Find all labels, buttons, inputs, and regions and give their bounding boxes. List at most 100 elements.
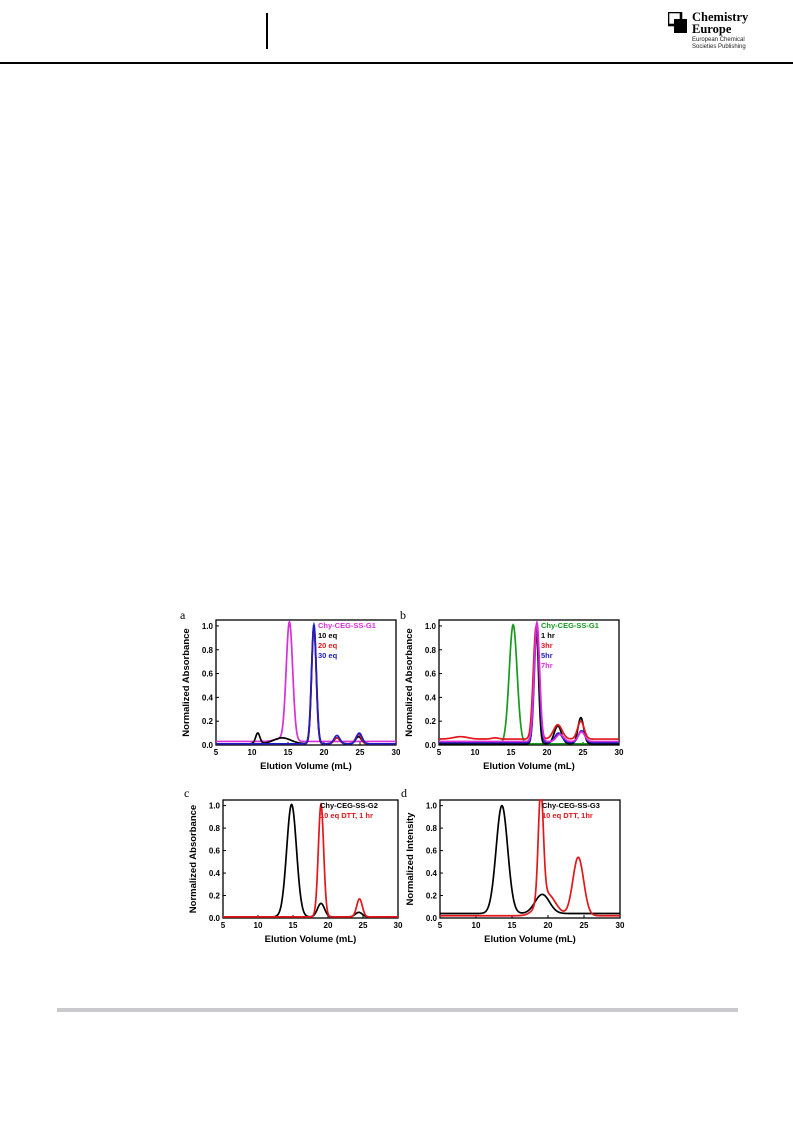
y-tick-label: 0.6 (202, 670, 214, 679)
series-line (216, 623, 396, 745)
legend-entry: 3hr (541, 641, 553, 650)
x-tick-label: 15 (284, 748, 293, 757)
legend-entry: Chy-CEG-SS-G3 (542, 801, 600, 810)
y-tick-label: 0.2 (202, 717, 214, 726)
x-tick-label: 10 (472, 921, 481, 930)
x-tick-label: 5 (438, 921, 443, 930)
x-tick-label: 25 (359, 921, 368, 930)
panel-letter: d (401, 786, 407, 800)
panel-b: b 5 10 15 20 25 30 0.0 0.2 0.4 0.6 0.8 1.0 Elution V… (395, 600, 625, 775)
y-tick-label: 0.0 (209, 914, 221, 923)
series-line (439, 619, 619, 743)
y-axis-label: Normalized Absorbance (181, 628, 192, 736)
legend-entry: Chy-CEG-SS-G1 (541, 621, 599, 630)
panel-c: c 5 10 15 20 25 30 0.0 0.2 0.4 0.6 0.8 1.0 Elution V… (175, 780, 405, 955)
logo-title: Chemistry Europe (692, 11, 748, 36)
figure: a 5 10 15 20 25 30 0.0 0.2 0.4 0.6 0.8 1.0 Elution V… (170, 600, 630, 970)
x-tick-label: 5 (221, 921, 226, 930)
y-tick-label: 0.4 (426, 869, 438, 878)
y-tick-label: 1.0 (202, 622, 214, 631)
x-tick-label: 5 (437, 748, 442, 757)
y-tick-label: 0.6 (426, 847, 438, 856)
x-tick-label: 30 (392, 748, 400, 757)
x-tick-label: 25 (580, 921, 589, 930)
plot-frame (215, 619, 397, 746)
x-tick-label: 20 (544, 921, 553, 930)
logo-title-line2: Europe (692, 22, 732, 36)
series-line (223, 803, 398, 918)
x-tick-label: 20 (320, 748, 329, 757)
y-tick-label: 0.0 (202, 741, 214, 750)
legend-entry: 10 eq (318, 631, 338, 640)
plot-frame (439, 799, 621, 919)
page-header: Chemistry Europe European Chemical Socie… (0, 0, 793, 64)
x-axis-label: Elution Volume (mL) (484, 934, 576, 945)
plot-frame (438, 619, 620, 746)
y-tick-label: 1.0 (209, 802, 221, 811)
x-tick-label: 10 (471, 748, 480, 757)
series-line (440, 799, 620, 917)
header-divider (266, 13, 268, 49)
legend-entry: 10 eq DTT, 1hr (542, 811, 593, 820)
series-line (439, 626, 619, 745)
x-axis-label: Elution Volume (mL) (260, 761, 352, 772)
chart-d: 5 10 15 20 25 30 0.0 0.2 0.4 0.6 0.8 1.0 Elution Vol… (405, 799, 625, 945)
x-tick-label: 5 (214, 748, 219, 757)
y-tick-label: 0.8 (209, 824, 221, 833)
y-tick-label: 1.0 (425, 622, 437, 631)
series-line (440, 804, 620, 915)
legend-entry: 5hr (541, 651, 553, 660)
x-tick-label: 25 (356, 748, 365, 757)
x-axis-label: Elution Volume (mL) (483, 761, 575, 772)
y-tick-label: 0.8 (425, 646, 437, 655)
x-tick-label: 20 (543, 748, 552, 757)
x-axis-label: Elution Volume (mL) (265, 934, 357, 945)
chart-b: 5 10 15 20 25 30 0.0 0.2 0.4 0.6 0.8 1.0 Elution Vol… (404, 619, 624, 772)
legend-entry: 7hr (541, 661, 553, 670)
y-axis-label: Normalized Absorbance (188, 805, 199, 913)
legend-entry: 20 eq (318, 641, 338, 650)
x-tick-label: 15 (507, 748, 516, 757)
series-line (216, 626, 396, 745)
y-tick-label: 0.4 (209, 869, 221, 878)
logo-subtitle: European Chemical Societies Publishing (692, 37, 746, 50)
x-tick-label: 20 (324, 921, 333, 930)
chart-a: 5 10 15 20 25 30 0.0 0.2 0.4 0.6 0.8 1.0 Elution Vol… (181, 619, 401, 772)
legend-entry: Chy-CEG-SS-G2 (320, 801, 378, 810)
panel-a: a 5 10 15 20 25 30 0.0 0.2 0.4 0.6 0.8 1.0 Elution V… (170, 600, 401, 775)
header-rule (0, 62, 793, 64)
legend-entry: Chy-CEG-SS-G1 (318, 621, 376, 630)
x-tick-label: 15 (289, 921, 298, 930)
chemistry-europe-logo: Chemistry Europe European Chemical Socie… (668, 10, 788, 54)
series-line (439, 623, 619, 745)
series-line (439, 623, 619, 744)
x-tick-label: 25 (579, 748, 588, 757)
y-tick-label: 0.6 (209, 847, 221, 856)
panel-letter: b (400, 608, 406, 622)
y-tick-label: 0.0 (426, 914, 438, 923)
legend-entry: 10 eq DTT, 1 hr (320, 811, 373, 820)
chart-c: 5 10 15 20 25 30 0.0 0.2 0.4 0.6 0.8 1.0 Elution Vol… (188, 799, 403, 945)
y-tick-label: 0.6 (425, 670, 437, 679)
y-tick-label: 0.2 (426, 892, 438, 901)
y-tick-label: 0.8 (202, 646, 214, 655)
x-tick-label: 10 (248, 748, 257, 757)
y-tick-label: 0.4 (425, 693, 437, 702)
plot-frame (222, 799, 399, 919)
y-tick-label: 0.8 (426, 824, 438, 833)
x-tick-label: 10 (254, 921, 263, 930)
panel-letter: c (184, 786, 190, 800)
y-tick-label: 0.4 (202, 693, 214, 702)
panel-letter: a (180, 608, 186, 622)
legend-entry: 30 eq (318, 651, 338, 660)
footer-rule (57, 1008, 738, 1012)
y-tick-label: 0.2 (425, 717, 437, 726)
x-tick-label: 30 (394, 921, 403, 930)
y-tick-label: 0.2 (209, 892, 221, 901)
panel-d: d 5 10 15 20 25 30 0.0 0.2 0.4 0.6 0.8 1.0 Elution V… (397, 780, 627, 955)
y-tick-label: 0.0 (425, 741, 437, 750)
chemistry-europe-logo-icon (668, 12, 687, 33)
y-tick-label: 1.0 (426, 802, 438, 811)
series-line (223, 802, 398, 918)
series-line (216, 621, 396, 745)
